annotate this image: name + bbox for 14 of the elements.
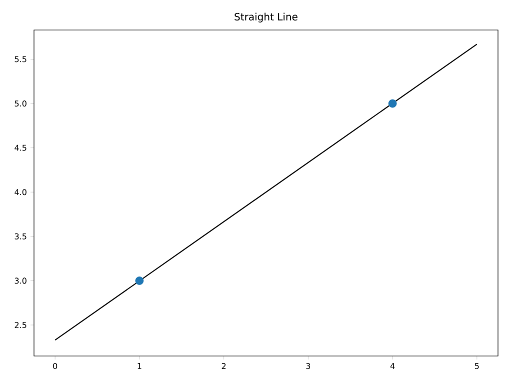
x-tick-label: 5 [474,363,479,369]
x-tick-label: 4 [390,363,395,369]
y-tick-label: 2.5 [14,322,26,328]
y-tick-label: 5.5 [14,56,26,62]
y-tick-label: 3.5 [14,233,26,240]
y-tick-label: 4.5 [14,144,26,151]
y-tick-label: 5.0 [14,100,26,107]
x-tick-label: 1 [138,363,142,369]
y-tick-label: 4.0 [14,189,26,196]
x-tick-label: 2 [222,363,226,369]
x-tick-label: 3 [306,363,310,370]
x-tick-label: 0 [53,363,58,370]
chart-title: Straight Line [234,12,298,22]
y-tick-label: 3.0 [14,278,26,284]
